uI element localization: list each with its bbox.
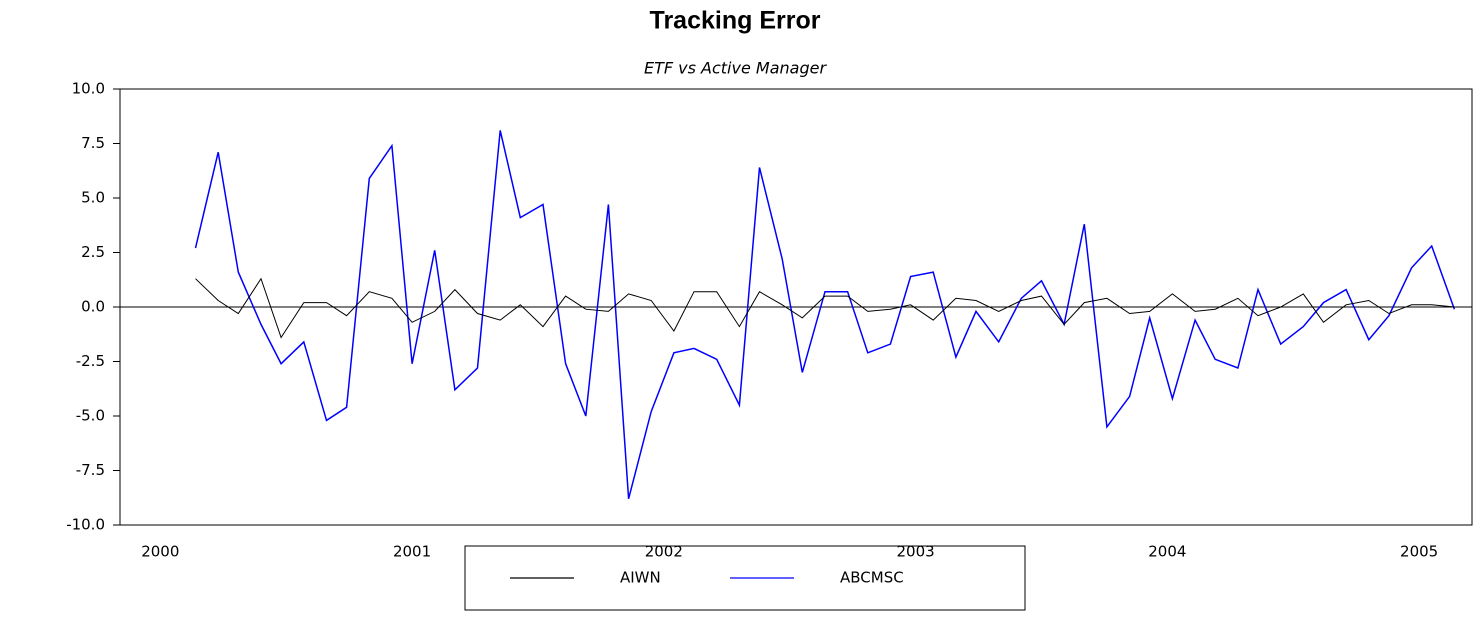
chart-title: Tracking Error [650, 7, 821, 35]
y-tick-label: 10.0 [72, 80, 105, 98]
series-line [195, 277, 1455, 339]
y-tick-label: -10.0 [66, 516, 105, 534]
x-tick-label: 2005 [1400, 543, 1438, 561]
y-tick-label: 7.5 [81, 134, 105, 152]
legend-label: ABCMSC [840, 569, 904, 587]
y-tick-label: -2.5 [76, 352, 105, 370]
chart-subtitle: ETF vs Active Manager [644, 59, 827, 78]
y-tick-label: 2.5 [81, 243, 105, 261]
y-tick-label: -5.0 [76, 407, 105, 425]
x-tick-label: 2003 [896, 543, 934, 561]
x-tick-label: 2000 [141, 543, 179, 561]
series-line [194, 130, 1456, 499]
x-tick-label: 2001 [393, 543, 431, 561]
y-tick-label: 5.0 [81, 189, 105, 207]
x-tick-label: 2004 [1148, 543, 1186, 561]
y-tick-label: 0.0 [81, 298, 105, 316]
x-tick-label: 2002 [645, 543, 683, 561]
y-tick-label: -7.5 [76, 461, 105, 479]
legend-label: AIWN [620, 569, 661, 587]
